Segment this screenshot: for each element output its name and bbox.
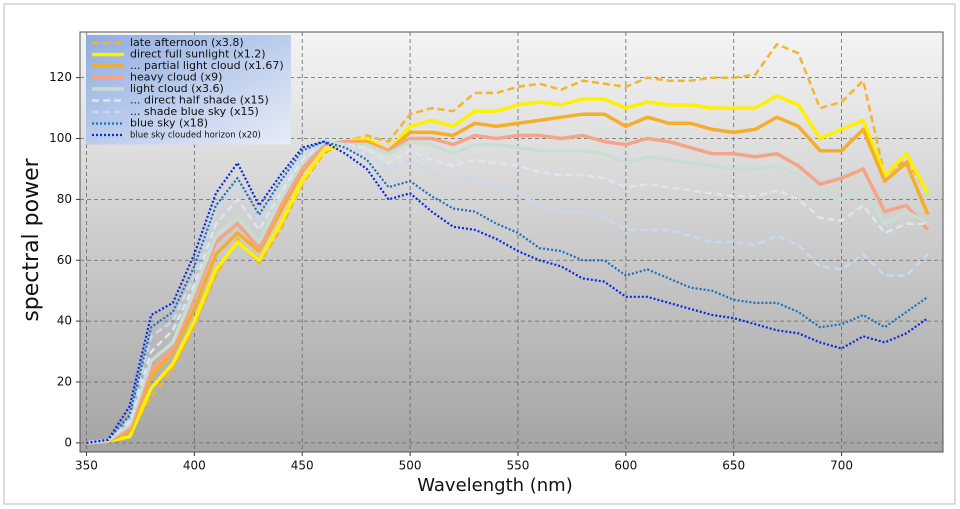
x-tick-label: 450 (291, 459, 314, 473)
y-tick-label: 40 (57, 314, 72, 328)
x-tick-label: 400 (183, 459, 206, 473)
series-line (86, 140, 928, 445)
legend-label: direct full sunlight (x1.2) (130, 48, 266, 61)
series-line (86, 133, 930, 445)
legend-label: blue sky (x18) (130, 117, 208, 130)
series-line (86, 94, 930, 445)
series-line (86, 140, 929, 445)
series-line (86, 112, 930, 445)
x-tick-label: 500 (399, 459, 422, 473)
y-tick-label: 20 (57, 375, 72, 389)
series-line (86, 139, 929, 445)
legend-label: ... partial light cloud (x1.67) (130, 59, 284, 72)
y-axis-label: spectral power (19, 157, 44, 321)
x-axis-label: Wavelength (nm) (417, 475, 573, 496)
y-tick-label: 0 (64, 435, 72, 449)
legend-label: late afternoon (x3.8) (130, 36, 244, 49)
x-tick-label: 350 (75, 459, 98, 473)
legend-label: ... shade blue sky (x15) (130, 105, 259, 118)
y-tick-label: 80 (57, 192, 72, 206)
legend-label: blue sky clouded horizon (x20) (130, 131, 261, 141)
y-tick-label: 120 (49, 70, 72, 84)
x-tick-label: 700 (830, 459, 853, 473)
x-tick-label: 600 (614, 459, 637, 473)
legend-label: ... direct half shade (x15) (130, 94, 269, 107)
y-tick-label: 60 (57, 253, 72, 267)
x-tick-label: 550 (507, 459, 530, 473)
legend-label: heavy cloud (x9) (130, 71, 222, 84)
series-line (86, 140, 929, 444)
legend-label: light cloud (x3.6) (130, 82, 224, 95)
series-line (86, 140, 929, 444)
y-tick-label: 100 (49, 131, 72, 145)
x-tick-label: 650 (722, 459, 745, 473)
